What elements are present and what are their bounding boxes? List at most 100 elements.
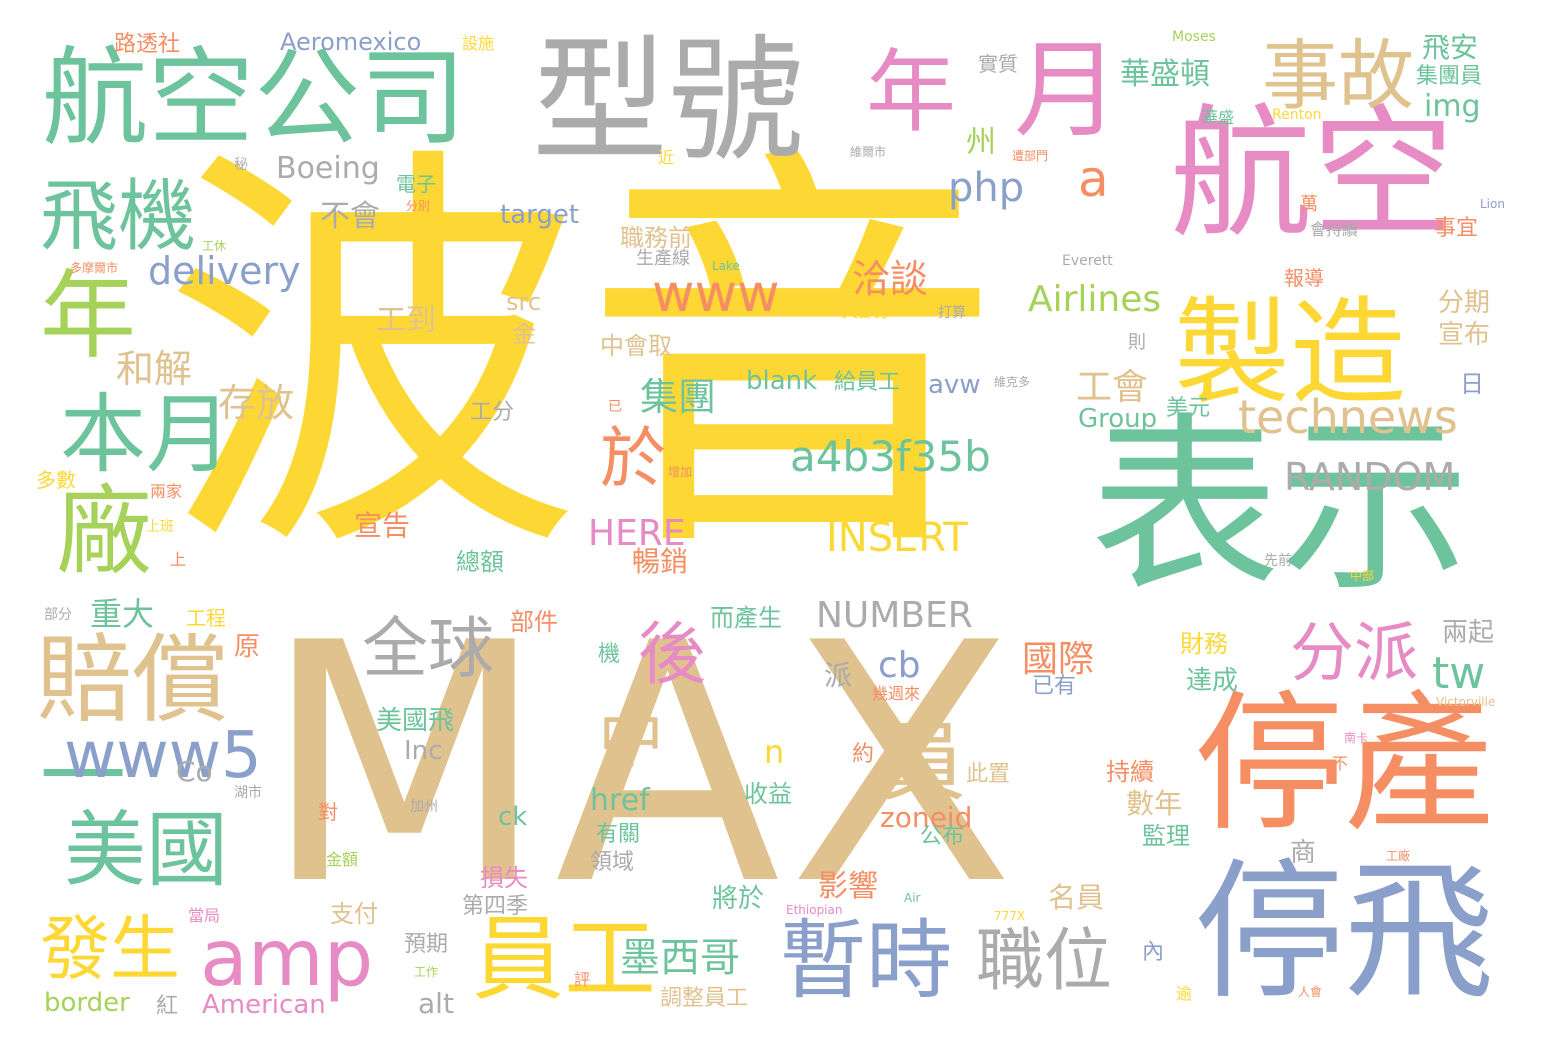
word: 名員 [1048, 881, 1105, 914]
word: 分期 [1438, 288, 1491, 318]
word: 美國飛 [376, 706, 455, 736]
word: 大部分 [842, 302, 891, 321]
word: 波音 [162, 115, 1002, 604]
word: 不會 [320, 199, 380, 234]
word: 工作 [414, 965, 439, 979]
word: 財務 [1180, 630, 1228, 658]
word: 分派 [1290, 617, 1418, 691]
word: Ethiopian [786, 903, 843, 917]
word: 華盛頓 [1120, 57, 1210, 92]
word: 幾週來 [872, 684, 921, 703]
word: 本月 [60, 385, 232, 485]
word: 內 [1142, 940, 1165, 965]
word: 中部 [1350, 569, 1375, 583]
word: 集團 [640, 375, 717, 419]
word: Victorville [1436, 695, 1496, 709]
word: 會持續 [1310, 220, 1359, 239]
word: 宣布 [1438, 320, 1491, 350]
word: tw [1432, 648, 1486, 699]
word: 遭部門 [1012, 149, 1049, 163]
word: avw [928, 370, 981, 400]
word: 多數 [36, 468, 76, 492]
word: 工會 [1076, 367, 1149, 408]
word: Airlines [1028, 279, 1162, 320]
word: 生產線 [636, 248, 690, 269]
word: 實質 [978, 52, 1018, 76]
word: Air [904, 891, 921, 905]
word: 增加 [668, 465, 693, 479]
word: 評 [574, 970, 591, 989]
word: 金額 [326, 850, 359, 869]
word: 國際 [1022, 639, 1095, 680]
word: img [1424, 89, 1481, 124]
word: border [44, 988, 130, 1018]
word: 年 [40, 260, 136, 372]
word: www [652, 264, 780, 324]
word: 多摩爾市 [70, 261, 119, 275]
word: php [948, 165, 1025, 211]
word: 宣告 [354, 509, 411, 542]
word: 年 [866, 40, 956, 145]
word: n [764, 733, 785, 771]
word: zoneid [880, 801, 973, 834]
word: 則 [1128, 332, 1146, 353]
word: RANDOM [1284, 455, 1456, 499]
word: 航空 [1170, 92, 1454, 257]
word: 工到 [376, 303, 436, 338]
word: 員工 [472, 906, 657, 1013]
word: Inc [404, 736, 443, 766]
word: 監理 [1142, 822, 1190, 850]
word: target [500, 200, 580, 230]
word: technews [1238, 390, 1458, 444]
word: 職位 [976, 922, 1113, 1001]
word: 紅 [156, 994, 179, 1019]
word: Moses [1172, 29, 1216, 45]
word: INSERT [826, 515, 968, 561]
word: 工程 [186, 606, 226, 630]
word: 月 [1014, 29, 1120, 152]
word: 領域 [590, 850, 635, 875]
word: 會 [742, 849, 772, 884]
word: 秘 [234, 157, 248, 173]
word: 表示 [1090, 396, 1471, 617]
word: a4b3f35b [790, 432, 991, 481]
word: 廠 [56, 476, 152, 588]
word: 影響 [818, 869, 878, 904]
word: 兩家 [150, 482, 183, 501]
word: Boeing [276, 151, 380, 186]
word: 777X [994, 909, 1026, 923]
word: src [506, 288, 542, 316]
word: 事宜 [1434, 216, 1479, 241]
word: 飛安 [1422, 31, 1479, 64]
word: 停飛 [1194, 846, 1495, 1020]
word: 給員工 [834, 370, 901, 395]
word: 美元 [1166, 396, 1211, 421]
word: 部件 [510, 608, 558, 636]
word: 後 [638, 616, 707, 695]
word: 兩起 [1442, 618, 1495, 648]
word: 存放 [218, 381, 295, 425]
word: 當局 [188, 906, 221, 925]
word: NUMBER [816, 595, 973, 636]
word: Co [176, 755, 213, 788]
word: 打算 [938, 305, 966, 321]
word: 第四季 [462, 894, 529, 919]
word: 工休 [202, 239, 227, 253]
word: 飛機 [40, 172, 197, 262]
word: alt [418, 987, 454, 1020]
word: 部分 [44, 607, 72, 623]
word: 逾 [1176, 984, 1193, 1003]
word: Lake [712, 259, 740, 273]
word: amp [200, 914, 374, 1004]
word: 中 [598, 700, 664, 777]
word: 停產 [1194, 678, 1495, 852]
word: 電子 [396, 172, 436, 196]
word: 金 [512, 320, 536, 348]
word: 事故 [1262, 31, 1414, 120]
word: 一 [40, 727, 126, 827]
word: 原 [234, 632, 261, 662]
word: 集團員 [1416, 64, 1483, 89]
word: 湖市 [234, 785, 262, 801]
word: 預期 [404, 932, 449, 957]
